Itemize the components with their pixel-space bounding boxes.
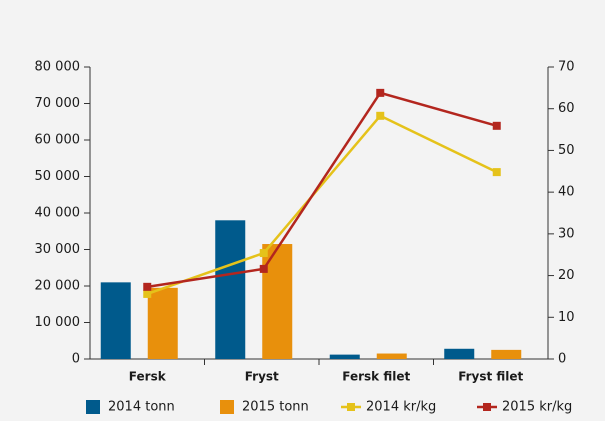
bar (491, 349, 522, 359)
legend-swatch (86, 400, 100, 414)
y-tick-label: 50 000 (35, 169, 81, 184)
y-tick-label: 10 000 (35, 315, 81, 330)
bar (147, 287, 178, 359)
y-tick-label: 0 (72, 352, 80, 367)
x-tick-label: Fryst filet (458, 370, 523, 384)
y-tick-label: 30 000 (35, 242, 81, 257)
y2-tick-label: 50 (558, 143, 575, 158)
y2-tick-label: 10 (558, 310, 575, 325)
bar (444, 348, 475, 359)
y2-tick-label: 20 (558, 268, 575, 283)
y-tick-label: 80 000 (35, 60, 81, 75)
legend-marker (483, 403, 491, 411)
y-tick-label: 40 000 (35, 206, 81, 221)
bar (376, 353, 407, 359)
legend-swatch (220, 400, 234, 414)
x-tick-label: Fersk filet (342, 370, 410, 384)
marker (259, 249, 268, 258)
bar (100, 282, 131, 359)
marker (492, 168, 501, 177)
bar (215, 220, 246, 359)
y2-tick-label: 60 (558, 101, 575, 116)
line (147, 91, 498, 289)
legend-label: 2014 kr/kg (366, 400, 436, 415)
marker (376, 111, 385, 120)
marker (492, 121, 501, 130)
bar (329, 354, 360, 359)
legend-marker (347, 403, 355, 411)
y2-tick-label: 30 (558, 226, 575, 241)
legend-label: 2014 tonn (108, 400, 175, 415)
legend-label: 2015 kr/kg (502, 400, 572, 415)
line (146, 114, 498, 296)
y-tick-label: 20 000 (35, 279, 81, 294)
marker (143, 289, 152, 298)
y-tick-label: 60 000 (35, 133, 81, 148)
marker (143, 282, 152, 291)
y2-tick-label: 0 (558, 352, 566, 367)
y2-tick-label: 70 (558, 60, 575, 75)
y2-tick-label: 40 (558, 185, 575, 200)
bar (262, 244, 293, 359)
marker (376, 88, 385, 97)
x-tick-label: Fersk (129, 370, 167, 384)
x-tick-label: Fryst (245, 370, 279, 384)
y-tick-label: 70 000 (35, 96, 81, 111)
legend-label: 2015 tonn (242, 400, 309, 415)
marker (259, 264, 268, 273)
